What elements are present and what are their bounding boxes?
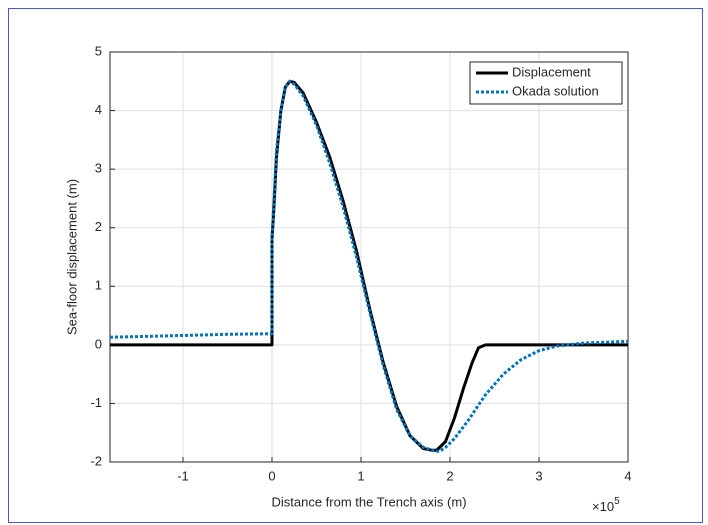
axes-box bbox=[109, 51, 629, 463]
x-tick-label: 0 bbox=[268, 468, 275, 483]
legend-label: Displacement bbox=[512, 64, 591, 79]
y-tick-label: 3 bbox=[95, 161, 102, 176]
x-tick-label: -1 bbox=[177, 468, 189, 483]
x-tick-label: 2 bbox=[446, 468, 453, 483]
y-tick-label: 5 bbox=[95, 43, 102, 58]
y-tick-label: 1 bbox=[95, 278, 102, 293]
legend-label: Okada solution bbox=[512, 83, 599, 98]
legend-box bbox=[469, 61, 623, 105]
y-tick-label: -2 bbox=[90, 453, 102, 468]
x-tick-label: 3 bbox=[535, 468, 542, 483]
window-frame bbox=[8, 8, 703, 523]
x-multiplier-exponent: 5 bbox=[614, 496, 620, 507]
y-axis-label: Sea-floor displacement (m) bbox=[64, 179, 79, 335]
x-multiplier: ×105 bbox=[592, 496, 620, 515]
x-tick-label: 1 bbox=[357, 468, 364, 483]
data-line bbox=[109, 79, 629, 453]
y-tick-label: 0 bbox=[95, 336, 102, 351]
x-axis-label: Distance from the Trench axis (m) bbox=[271, 494, 466, 509]
y-tick-label: 4 bbox=[95, 102, 102, 117]
x-multiplier-base: ×10 bbox=[592, 499, 614, 514]
y-tick-label: -1 bbox=[90, 395, 102, 410]
plot-area bbox=[110, 52, 628, 462]
y-tick-label: 2 bbox=[95, 219, 102, 234]
x-tick-label: 4 bbox=[624, 468, 631, 483]
